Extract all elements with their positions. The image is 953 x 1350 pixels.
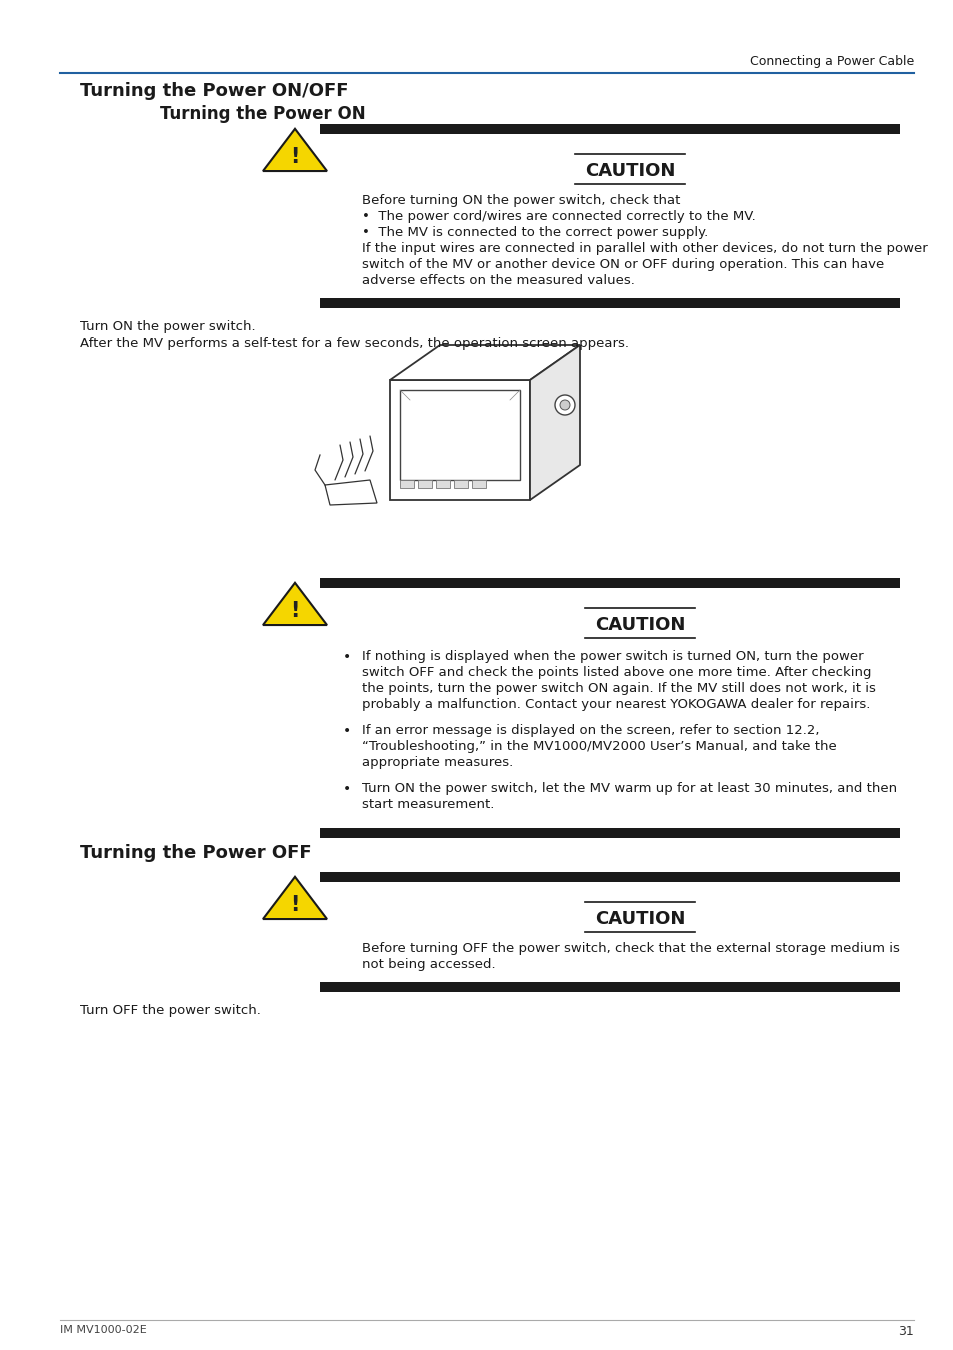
Polygon shape [390,346,579,379]
Text: If nothing is displayed when the power switch is turned ON, turn the power: If nothing is displayed when the power s… [361,649,862,663]
Text: If an error message is displayed on the screen, refer to section 12.2,: If an error message is displayed on the … [361,724,819,737]
Polygon shape [325,481,376,505]
Text: adverse effects on the measured values.: adverse effects on the measured values. [361,274,634,288]
Circle shape [555,396,575,414]
Text: If the input wires are connected in parallel with other devices, do not turn the: If the input wires are connected in para… [361,242,926,255]
Polygon shape [530,346,579,500]
Text: Before turning OFF the power switch, check that the external storage medium is: Before turning OFF the power switch, che… [361,942,899,954]
Text: start measurement.: start measurement. [361,798,494,811]
Text: •: • [342,724,351,738]
FancyBboxPatch shape [319,828,899,838]
FancyBboxPatch shape [399,481,414,487]
FancyBboxPatch shape [390,379,530,500]
Text: Turning the Power ON/OFF: Turning the Power ON/OFF [80,82,348,100]
Text: Turning the Power ON: Turning the Power ON [160,105,365,123]
FancyBboxPatch shape [319,124,899,134]
FancyBboxPatch shape [454,481,468,487]
Text: !: ! [290,601,299,621]
Text: switch OFF and check the points listed above one more time. After checking: switch OFF and check the points listed a… [361,666,871,679]
FancyBboxPatch shape [319,298,899,308]
FancyBboxPatch shape [417,481,432,487]
Text: appropriate measures.: appropriate measures. [361,756,513,770]
Text: 31: 31 [898,1324,913,1338]
Text: probably a malfunction. Contact your nearest YOKOGAWA dealer for repairs.: probably a malfunction. Contact your nea… [361,698,869,711]
Text: CAUTION: CAUTION [584,162,675,180]
Circle shape [559,400,569,410]
Text: not being accessed.: not being accessed. [361,958,496,971]
Text: !: ! [290,895,299,915]
Text: •: • [342,649,351,664]
Text: CAUTION: CAUTION [594,616,684,634]
Text: After the MV performs a self-test for a few seconds, the operation screen appear: After the MV performs a self-test for a … [80,338,628,350]
FancyBboxPatch shape [436,481,450,487]
Text: CAUTION: CAUTION [594,910,684,927]
Text: the points, turn the power switch ON again. If the MV still does not work, it is: the points, turn the power switch ON aga… [361,682,875,695]
Text: Turn OFF the power switch.: Turn OFF the power switch. [80,1004,260,1017]
Text: switch of the MV or another device ON or OFF during operation. This can have: switch of the MV or another device ON or… [361,258,883,271]
Text: Connecting a Power Cable: Connecting a Power Cable [749,55,913,68]
Text: Turning the Power OFF: Turning the Power OFF [80,844,312,863]
Text: Turn ON the power switch.: Turn ON the power switch. [80,320,255,333]
Text: !: ! [290,147,299,167]
Text: IM MV1000-02E: IM MV1000-02E [60,1324,147,1335]
FancyBboxPatch shape [319,981,899,992]
Text: •  The power cord/wires are connected correctly to the MV.: • The power cord/wires are connected cor… [361,211,755,223]
FancyBboxPatch shape [472,481,485,487]
Text: Before turning ON the power switch, check that: Before turning ON the power switch, chec… [361,194,679,207]
FancyBboxPatch shape [399,390,519,481]
Text: Turn ON the power switch, let the MV warm up for at least 30 minutes, and then: Turn ON the power switch, let the MV war… [361,782,896,795]
Text: “Troubleshooting,” in the MV1000/MV2000 User’s Manual, and take the: “Troubleshooting,” in the MV1000/MV2000 … [361,740,836,753]
FancyBboxPatch shape [319,872,899,882]
Text: •  The MV is connected to the correct power supply.: • The MV is connected to the correct pow… [361,225,707,239]
FancyBboxPatch shape [319,578,899,589]
Polygon shape [263,583,327,625]
Text: •: • [342,782,351,796]
Polygon shape [263,876,327,919]
Polygon shape [263,128,327,171]
